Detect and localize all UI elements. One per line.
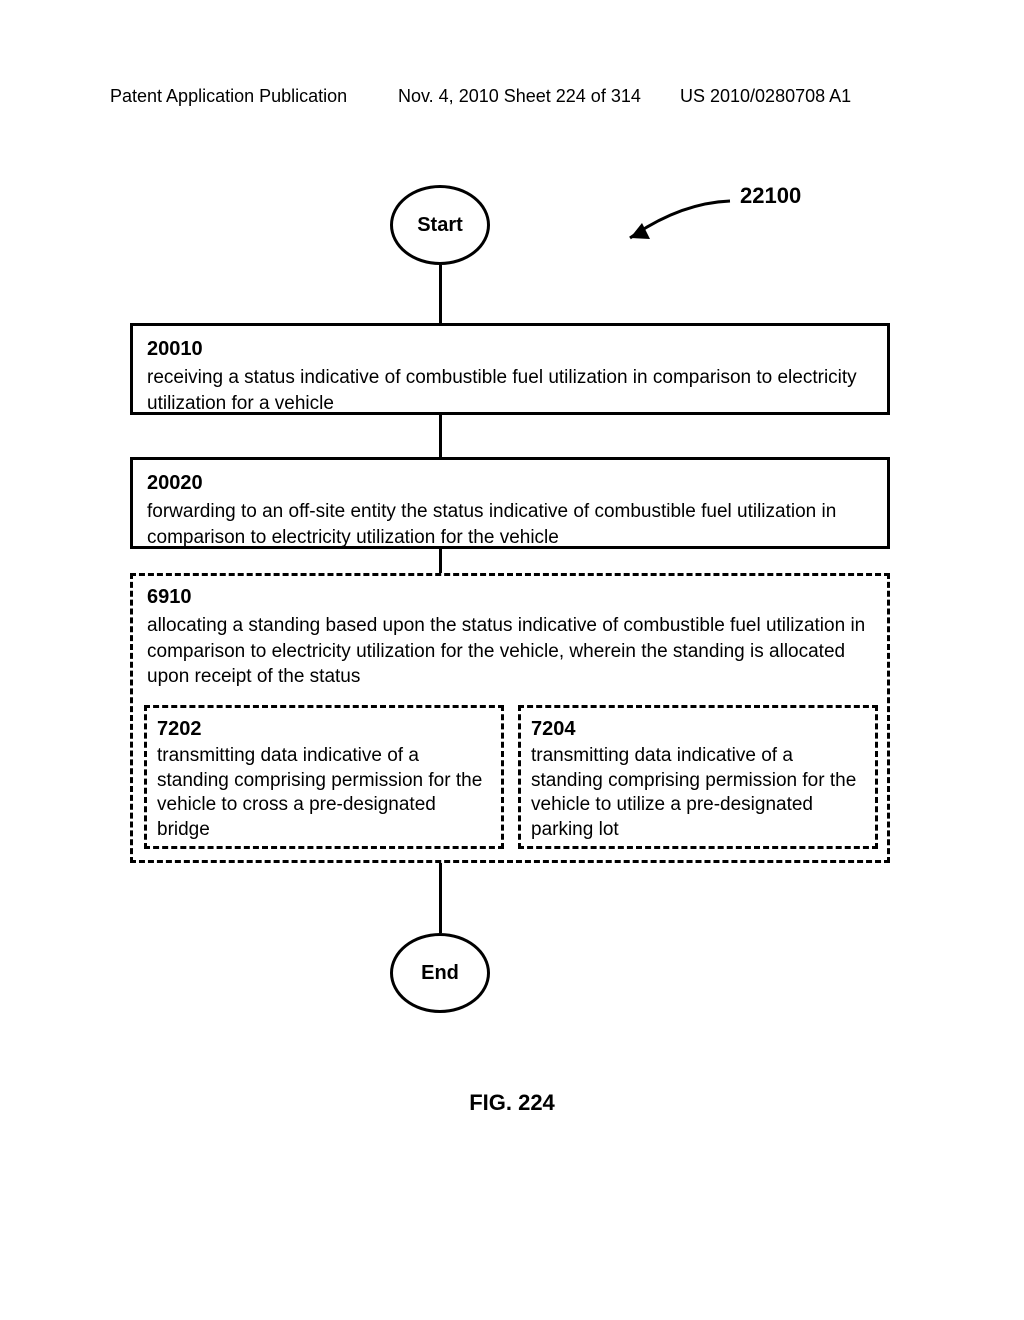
process-box-20010: 20010 receiving a status indicative of c…	[130, 323, 890, 415]
figure-label: FIG. 224	[0, 1090, 1024, 1116]
step-number: 7202	[157, 716, 491, 742]
step-number: 6910	[147, 584, 873, 611]
reference-arrow-icon	[560, 193, 740, 253]
end-terminal: End	[390, 933, 490, 1013]
step-text: forwarding to an off-site entity the sta…	[147, 501, 836, 548]
step-text: transmitting data indicative of a standi…	[157, 745, 482, 840]
optional-box-7202: 7202 transmitting data indicative of a s…	[144, 705, 504, 849]
flowchart-diagram: 22100 Start 20010 receiving a status ind…	[130, 175, 900, 1035]
header-center: Nov. 4, 2010 Sheet 224 of 314	[398, 86, 641, 107]
end-label: End	[421, 962, 459, 985]
connector-line	[439, 415, 442, 457]
page-container: Patent Application Publication Nov. 4, 2…	[0, 0, 1024, 1320]
process-box-20020: 20020 forwarding to an off-site entity t…	[130, 457, 890, 549]
step-number: 20010	[147, 336, 873, 363]
start-label: Start	[417, 214, 463, 237]
step-number: 20020	[147, 470, 873, 497]
connector-line	[439, 863, 442, 933]
connector-line	[439, 549, 442, 573]
header-left: Patent Application Publication	[110, 86, 347, 107]
header-right: US 2010/0280708 A1	[680, 86, 851, 107]
optional-box-7204: 7204 transmitting data indicative of a s…	[518, 705, 878, 849]
step-number: 7204	[531, 716, 865, 742]
reference-number: 22100	[740, 183, 801, 209]
step-text: allocating a standing based upon the sta…	[147, 615, 865, 687]
connector-line	[439, 265, 442, 323]
start-terminal: Start	[390, 185, 490, 265]
step-text: transmitting data indicative of a standi…	[531, 745, 856, 840]
step-text: receiving a status indicative of combust…	[147, 367, 857, 414]
